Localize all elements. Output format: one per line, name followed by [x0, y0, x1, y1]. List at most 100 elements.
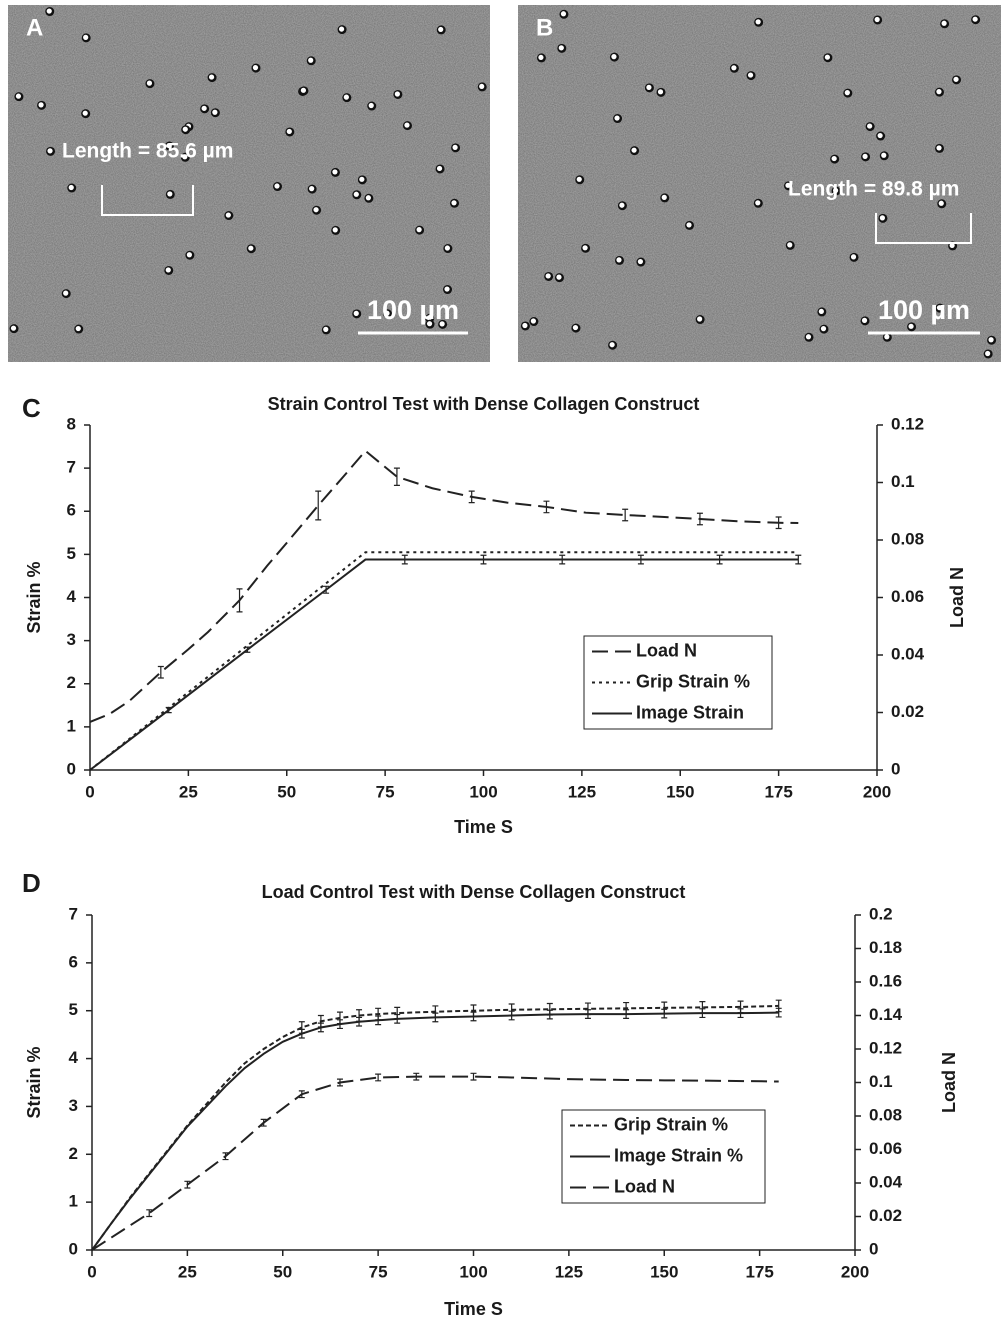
error-bar: [432, 1012, 439, 1023]
y2-tick-label: 0.18: [869, 938, 902, 957]
error-bar: [317, 1022, 324, 1033]
error-bar: [470, 1011, 477, 1022]
particle-highlight: [884, 334, 890, 340]
y2-tick-label: 0.02: [869, 1206, 902, 1225]
particle-highlight: [879, 215, 885, 221]
legend-label: Load N: [614, 1176, 675, 1196]
particle-highlight: [572, 324, 579, 331]
x-tick-label: 50: [273, 1262, 292, 1281]
particle-highlight: [936, 145, 942, 151]
x-tick-label: 200: [841, 1262, 869, 1281]
particle-highlight: [877, 132, 883, 139]
particle-highlight: [10, 325, 17, 331]
y2-axis-label: Load N: [947, 567, 967, 628]
particle-highlight: [867, 123, 873, 129]
particle-highlight: [274, 183, 280, 189]
x-tick-label: 0: [85, 782, 94, 801]
particle-highlight: [616, 257, 622, 263]
particle-highlight: [208, 74, 215, 80]
y2-axis-label: Load N: [939, 1052, 959, 1113]
legend-label: Grip Strain %: [614, 1114, 728, 1134]
error-bar: [315, 490, 322, 521]
error-bar: [699, 1008, 706, 1019]
error-bar: [775, 1007, 782, 1018]
particle-highlight: [785, 182, 791, 188]
particle-highlight: [731, 65, 737, 71]
panel-label: A: [26, 14, 43, 41]
particle-highlight: [167, 191, 173, 197]
y2-tick-label: 0.06: [891, 587, 924, 606]
x-axis-label: Time S: [444, 1299, 503, 1319]
series-line: [91, 1075, 779, 1251]
y2-tick-label: 0.2: [869, 904, 893, 923]
y-tick-label: 1: [67, 716, 76, 735]
y2-tick-label: 0.14: [869, 1005, 903, 1024]
x-tick-label: 150: [666, 782, 694, 801]
y2-tick-label: 0.1: [891, 472, 915, 491]
particle-highlight: [755, 19, 761, 25]
y2-tick-label: 0.02: [891, 702, 924, 721]
particle-highlight: [368, 102, 374, 109]
y2-tick-label: 0: [869, 1239, 878, 1258]
particle-highlight: [611, 54, 617, 60]
error-bar: [298, 1090, 305, 1099]
particle-highlight: [353, 310, 359, 316]
y-tick-label: 5: [69, 1000, 78, 1019]
panel-letter: C: [22, 393, 41, 423]
y-axis-label: Strain %: [24, 561, 44, 633]
particle-highlight: [47, 148, 53, 154]
micrographs: A Length = 85.6 µm 100 µm B Length = 89.8 µm…: [8, 5, 1001, 362]
particle-highlight: [949, 242, 955, 249]
particle-highlight: [452, 144, 458, 150]
x-tick-label: 100: [459, 1262, 487, 1281]
panel-letter: D: [22, 868, 41, 898]
x-tick-label: 50: [277, 782, 296, 801]
particle-highlight: [614, 115, 620, 121]
particle-highlight: [46, 8, 52, 14]
y2-tick-label: 0.08: [891, 529, 924, 548]
particle-highlight: [182, 126, 188, 132]
particle-highlight: [404, 122, 410, 128]
error-bar: [480, 554, 487, 565]
x-tick-label: 75: [369, 1262, 388, 1281]
x-tick-label: 125: [568, 782, 596, 801]
measurement-label: Length = 89.8 µm: [788, 178, 959, 201]
error-bar: [508, 1010, 515, 1021]
y-tick-label: 4: [67, 587, 77, 606]
error-bar: [413, 1072, 420, 1081]
error-bar: [775, 516, 782, 530]
x-tick-label: 100: [469, 782, 497, 801]
y-tick-label: 0: [69, 1239, 78, 1258]
chart-title: Strain Control Test with Dense Collagen …: [268, 394, 700, 414]
error-bar: [394, 1013, 401, 1024]
particle-highlight: [953, 76, 959, 82]
y2-tick-label: 0.12: [869, 1038, 902, 1057]
scale-bar-label: 100 µm: [878, 295, 970, 325]
error-bar: [543, 500, 550, 514]
series-line: [89, 551, 799, 771]
y2-tick-label: 0.1: [869, 1072, 893, 1091]
y-tick-label: 0: [67, 759, 76, 778]
particle-highlight: [323, 326, 329, 333]
error-bar: [661, 1008, 668, 1019]
error-bar: [696, 512, 703, 526]
legend-label: Image Strain %: [614, 1145, 743, 1165]
error-bar: [393, 467, 400, 486]
particle-highlight: [850, 254, 857, 260]
y-tick-label: 7: [67, 458, 76, 477]
error-bar: [146, 1209, 153, 1218]
particle-highlight: [936, 89, 942, 95]
y-tick-label: 7: [69, 904, 78, 923]
particle-highlight: [166, 142, 172, 149]
x-tick-label: 75: [376, 782, 395, 801]
y-tick-label: 4: [69, 1048, 79, 1067]
x-tick-label: 25: [179, 782, 198, 801]
y-tick-label: 6: [69, 952, 78, 971]
particle-highlight: [832, 187, 839, 194]
particle-highlight: [936, 305, 943, 311]
particle-highlight: [75, 325, 81, 332]
error-bar: [184, 1180, 191, 1189]
measurement-bracket: [101, 185, 194, 216]
error-bar: [244, 646, 251, 653]
error-bar: [468, 490, 475, 504]
